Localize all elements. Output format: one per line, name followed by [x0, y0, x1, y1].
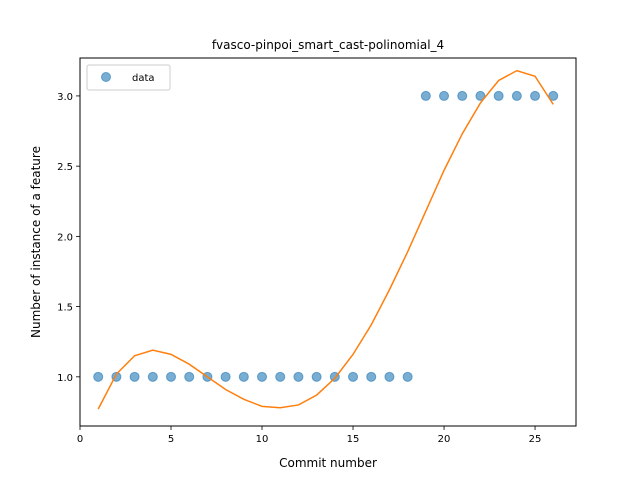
data-point — [420, 90, 431, 101]
y-tick-label: 1.5 — [57, 303, 73, 314]
data-point — [129, 371, 140, 382]
x-tick-label: 20 — [438, 434, 451, 445]
data-point — [166, 371, 177, 382]
data-point — [293, 371, 304, 382]
data-point — [275, 371, 286, 382]
data-point — [548, 90, 559, 101]
data-point — [457, 90, 468, 101]
legend-label-data: data — [132, 73, 155, 84]
y-axis-label: Number of instance of a feature — [29, 146, 43, 338]
x-tick-label: 15 — [347, 434, 360, 445]
data-point — [384, 371, 395, 382]
x-tick-label: 0 — [77, 434, 83, 445]
data-point — [184, 371, 195, 382]
x-tick-label: 10 — [256, 434, 269, 445]
data-point — [511, 90, 522, 101]
x-tick-label: 5 — [168, 434, 174, 445]
y-axis: 1.0 1.5 2.0 2.5 3.0 — [57, 92, 80, 384]
data-point — [93, 371, 104, 382]
data-point — [402, 371, 413, 382]
data-point — [475, 90, 486, 101]
x-axis-label: Commit number — [279, 456, 377, 470]
data-point — [257, 371, 268, 382]
data-point — [238, 371, 249, 382]
data-point — [530, 90, 541, 101]
data-point — [439, 90, 450, 101]
fit-line — [97, 69, 554, 410]
data-point — [366, 371, 377, 382]
legend: data — [86, 64, 171, 91]
plot-area — [93, 69, 559, 410]
y-tick-label: 3.0 — [57, 92, 73, 103]
x-tick-label: 25 — [529, 434, 542, 445]
x-axis: 0 5 10 15 20 25 — [77, 426, 542, 445]
data-point — [220, 371, 231, 382]
data-point — [348, 371, 359, 382]
y-tick-label: 1.0 — [57, 373, 73, 384]
legend-box — [86, 64, 171, 91]
data-point — [311, 371, 322, 382]
legend-marker-data — [101, 72, 111, 82]
data-point — [147, 371, 158, 382]
axes-frame — [79, 57, 577, 427]
y-tick-label: 2.5 — [57, 162, 73, 173]
y-tick-label: 2.0 — [57, 232, 73, 243]
chart-title: fvasco-pinpoi_smart_cast-polinomial_4 — [212, 38, 444, 52]
data-point — [493, 90, 504, 101]
